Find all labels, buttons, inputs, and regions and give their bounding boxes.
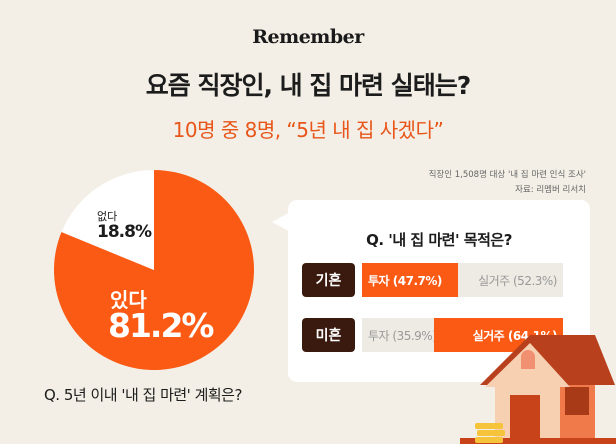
bar-segment-invest: 투자 (47.7%) <box>362 263 458 297</box>
source-line-1: 직장인 1,508명 대상 '내 집 마련 인식 조사' <box>428 170 586 180</box>
bar-segment-invest: 투자 (35.9%) <box>368 328 437 343</box>
bar-married: 투자 (47.7%) 실거주 (52.3%) <box>362 263 563 297</box>
bar-single: 투자 (35.9%) 실거주 (64.1%) <box>362 318 563 352</box>
row-label-single: 미혼 <box>302 318 355 352</box>
pie-label-no: 없다 <box>97 210 118 223</box>
subtitle: 10명 중 8명, “5년 내 집 사겠다” <box>172 118 444 142</box>
row-label-married: 기혼 <box>302 263 355 297</box>
source-note: 직장인 1,508명 대상 '내 집 마련 인식 조사' 자료: 리멤버 리서치 <box>429 168 586 198</box>
bar-segment-residence: 실거주 (52.3%) <box>478 273 557 288</box>
pie-slice-no <box>61 170 154 270</box>
logo: Remember <box>252 26 364 48</box>
house-illustration <box>460 335 616 444</box>
pie-value-yes: 81.2% <box>108 306 214 345</box>
page-title: 요즘 직장인, 내 집 마련 실태는? <box>145 71 472 100</box>
pie-chart <box>53 170 254 370</box>
source-line-2: 자료: 리멤버 리서치 <box>515 185 586 195</box>
pie-value-no: 18.8% <box>97 222 152 242</box>
pie-label-yes: 있다 <box>110 288 147 312</box>
pie-question: Q. 5년 이내 '내 집 마련' 계획은? <box>44 386 242 404</box>
bar-question: Q. '내 집 마련' 목적은? <box>366 231 512 249</box>
